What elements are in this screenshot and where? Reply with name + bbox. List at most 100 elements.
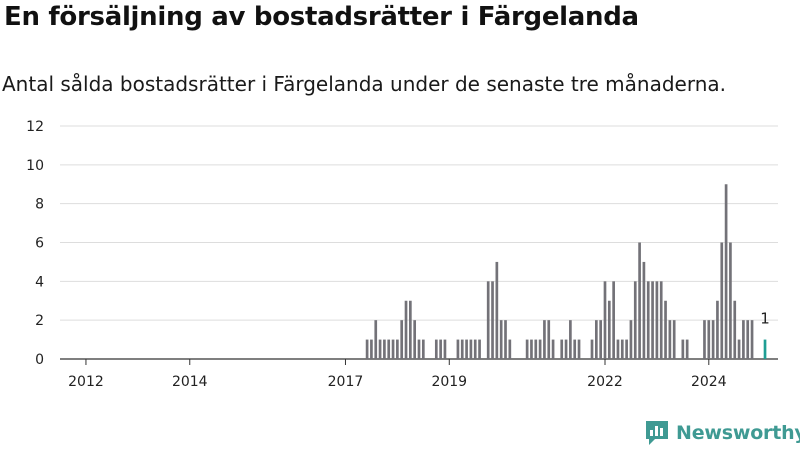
bar	[672, 320, 676, 359]
bar	[396, 339, 399, 359]
bar	[378, 339, 382, 359]
bar	[439, 339, 442, 359]
bar	[499, 320, 503, 359]
bar	[417, 339, 421, 359]
bar	[633, 281, 637, 359]
x-axis-ticks: 2012 2014 2017 2019 2022 2024	[68, 359, 727, 390]
newsworthy-logo-icon	[646, 421, 668, 445]
bar	[668, 320, 672, 359]
x-tick-label: 2024	[691, 374, 727, 390]
bar	[486, 281, 490, 359]
bar	[370, 339, 373, 359]
bar	[599, 320, 602, 359]
bar	[625, 339, 628, 359]
bar-latest	[763, 339, 767, 359]
bar	[750, 320, 754, 359]
y-tick-label: 8	[35, 197, 44, 213]
bar	[646, 281, 650, 359]
bar	[737, 339, 741, 359]
y-tick-label: 4	[35, 274, 44, 290]
bar	[543, 320, 546, 359]
bar	[720, 242, 724, 359]
bar	[651, 281, 654, 359]
bar	[400, 320, 404, 359]
bar	[564, 339, 568, 359]
bar	[642, 261, 646, 359]
bar	[577, 339, 581, 359]
bar	[525, 339, 529, 359]
bar	[681, 339, 685, 359]
bar	[473, 339, 477, 359]
bar	[374, 320, 378, 359]
bar	[620, 339, 624, 359]
bar	[547, 320, 551, 359]
bar	[685, 339, 689, 359]
bar	[711, 320, 715, 359]
bar	[590, 339, 594, 359]
bar	[746, 320, 750, 359]
bar	[383, 339, 386, 359]
bar	[443, 339, 447, 359]
x-tick-label: 2017	[328, 374, 364, 390]
x-tick-label: 2019	[431, 374, 467, 390]
bar	[569, 320, 572, 359]
bar	[655, 281, 659, 359]
y-tick-label: 0	[35, 352, 44, 368]
bar	[421, 339, 425, 359]
bars	[365, 184, 767, 359]
bar	[733, 300, 737, 359]
bar	[465, 339, 468, 359]
bar	[560, 339, 564, 359]
y-tick-label: 12	[26, 119, 44, 135]
bar	[460, 339, 464, 359]
data-labels: 1	[760, 310, 770, 328]
bar	[404, 300, 408, 359]
y-tick-label: 6	[35, 236, 44, 252]
y-axis-ticks: 0 2 4 6 8 10 12	[26, 119, 44, 368]
bar	[612, 281, 615, 359]
newsworthy-logo: Newsworthy	[644, 419, 800, 447]
y-tick-label: 10	[26, 158, 44, 174]
bar	[434, 339, 438, 359]
bar	[607, 300, 611, 359]
chart-subtitle: Antal sålda bostadsrätter i Färgelanda u…	[2, 72, 727, 96]
bar	[387, 339, 391, 359]
bar	[551, 339, 555, 359]
y-tick-label: 2	[35, 313, 44, 329]
bar	[495, 261, 499, 359]
x-tick-label: 2014	[172, 374, 208, 390]
bar	[629, 320, 633, 359]
bar	[742, 320, 745, 359]
bar	[595, 320, 598, 359]
data-label-latest: 1	[760, 310, 770, 328]
bar	[409, 300, 412, 359]
bar	[538, 339, 542, 359]
bar	[491, 281, 494, 359]
x-tick-label: 2012	[68, 374, 104, 390]
bar	[365, 339, 369, 359]
bar	[638, 242, 641, 359]
bar	[478, 339, 481, 359]
logo-text: Newsworthy	[676, 422, 800, 444]
bar	[530, 339, 533, 359]
bar	[504, 320, 507, 359]
bar	[616, 339, 620, 359]
bar	[391, 339, 395, 359]
bar	[664, 300, 667, 359]
bar	[534, 339, 538, 359]
bar	[707, 320, 711, 359]
bar	[456, 339, 460, 359]
x-tick-label: 2022	[587, 374, 623, 390]
bar	[469, 339, 473, 359]
bar	[508, 339, 512, 359]
bar	[724, 184, 728, 359]
bar	[573, 339, 577, 359]
page-title: En försäljning av bostadsrätter i Färgel…	[4, 2, 639, 32]
bar	[603, 281, 607, 359]
bar	[413, 320, 417, 359]
bar	[729, 242, 732, 359]
bar	[703, 320, 706, 359]
bar	[659, 281, 663, 359]
bar	[716, 300, 719, 359]
